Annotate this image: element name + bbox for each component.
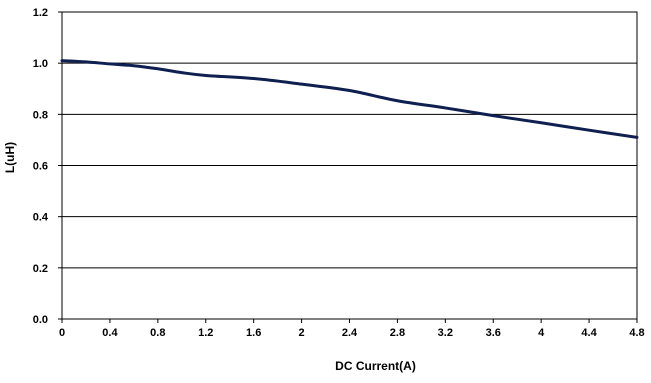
- grid-layer: [62, 62, 637, 269]
- x-tick-labels: 0 0.4 0.8 1.2 1.6 2 2.4 2.8 3.2 3.6 4 4.4 4.8: [59, 327, 645, 339]
- y-tick-label: 0.6: [33, 161, 48, 173]
- x-tick-label: 1.2: [198, 327, 213, 339]
- x-tick-label: 4: [538, 327, 545, 339]
- y-tick-label: 1.2: [33, 7, 48, 19]
- x-tick-label: 3.2: [438, 327, 453, 339]
- series-layer: [60, 59, 639, 139]
- x-tick-label: 0: [59, 327, 65, 339]
- x-tick-label: 4.8: [629, 327, 644, 339]
- tick-marks: [58, 11, 638, 323]
- x-tick-label: 0.8: [150, 327, 165, 339]
- y-axis-title: L(uH): [3, 142, 17, 173]
- y-tick-labels: 0.0 0.2 0.4 0.6 0.8 1.0 1.2: [33, 7, 49, 326]
- x-tick-label: 2.8: [390, 327, 405, 339]
- series-line: [60, 59, 639, 139]
- x-tick-label: 4.4: [581, 327, 597, 339]
- x-tick-label: 2: [299, 327, 305, 339]
- x-tick-label: 2.4: [342, 327, 358, 339]
- y-tick-label: 0.8: [33, 109, 48, 121]
- y-tick-label: 0.2: [33, 263, 48, 275]
- x-tick-label: 0.4: [102, 327, 118, 339]
- x-tick-label: 1.6: [246, 327, 261, 339]
- y-tick-label: 0.4: [33, 212, 49, 224]
- y-tick-label: 1.0: [33, 58, 48, 70]
- x-tick-label: 3.6: [486, 327, 501, 339]
- y-tick-label: 0.0: [33, 314, 48, 326]
- x-axis-title: DC Current(A): [335, 359, 416, 373]
